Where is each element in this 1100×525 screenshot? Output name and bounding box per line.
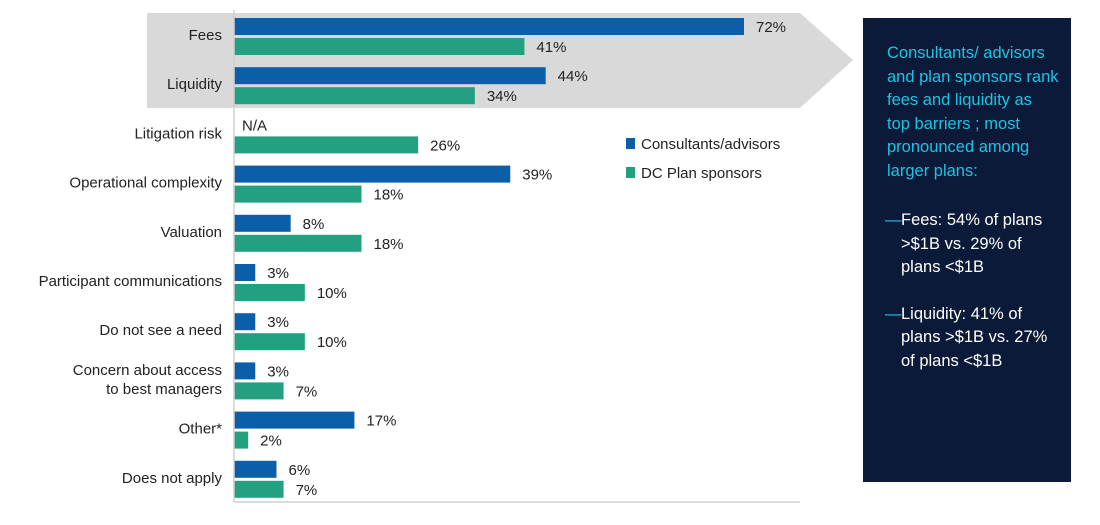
category-label: Do not see a need (99, 322, 222, 339)
bar-chart: Fees 72% 41% Liquidity 44% 34% Litigation risk… (39, 10, 853, 503)
dash-bullet-icon: — (885, 211, 902, 229)
legend-swatch-sponsors (626, 167, 635, 178)
value-label: 2% (260, 433, 282, 450)
value-label: 41% (536, 39, 566, 56)
value-label: N/A (242, 117, 267, 134)
bar-consultants (234, 18, 744, 35)
value-label: 10% (317, 334, 347, 351)
value-label: 6% (289, 462, 311, 479)
category-label: Fees (189, 27, 222, 44)
legend-label-consultants: Consultants/advisors (641, 136, 780, 153)
category-label: Concern about access (73, 362, 222, 379)
category-label: to best managers (106, 381, 222, 398)
value-label: 3% (267, 314, 289, 331)
value-label: 17% (366, 413, 396, 430)
bar-consultants (234, 460, 277, 478)
value-label: 72% (756, 19, 786, 36)
category-label: Operational complexity (69, 175, 222, 192)
value-label: 18% (374, 187, 404, 204)
category-label: Liquidity (167, 76, 223, 93)
bar-sponsors (234, 136, 419, 154)
category-label: Does not apply (122, 470, 223, 487)
panel-point-text: Fees: 54% of plans >$1B vs. 29% of plans… (901, 211, 1043, 276)
bar-sponsors (234, 38, 525, 55)
value-label: 34% (487, 88, 517, 105)
value-label: 18% (374, 236, 404, 253)
value-label: 39% (522, 167, 552, 184)
bar-sponsors (234, 333, 305, 351)
bar-consultants (234, 67, 546, 85)
category-label: Litigation risk (134, 125, 222, 142)
value-label: 8% (303, 216, 325, 233)
legend-label-sponsors: DC Plan sponsors (641, 165, 762, 182)
legend-swatch-consultants (626, 138, 635, 149)
category-label: Valuation (161, 224, 222, 241)
category-label: Other* (179, 421, 223, 438)
bar-consultants (234, 165, 511, 183)
bar-sponsors (234, 87, 475, 105)
dash-bullet-icon: — (885, 304, 902, 323)
bar-consultants (234, 411, 355, 429)
bar-consultants (234, 264, 256, 281)
panel-point-text: Liquidity: 41% of plans >$1B vs. 27% of … (901, 304, 1048, 370)
bar-sponsors (234, 185, 362, 203)
bar-sponsors (234, 431, 249, 449)
value-label: 7% (296, 482, 318, 499)
bar-consultants (234, 313, 256, 331)
value-label: 3% (267, 363, 289, 380)
panel-headline: Consultants/ advisors and plan sponsors … (887, 44, 1059, 180)
bar-sponsors (234, 284, 305, 301)
legend: Consultants/advisors DC Plan sponsors (626, 136, 780, 182)
value-label: 10% (317, 285, 347, 302)
bar-sponsors (234, 234, 362, 252)
panel-point-fees: — Fees: 54% of plans >$1B vs. 29% of pla… (885, 209, 1059, 280)
highlight-arrow (147, 13, 853, 108)
bar-consultants (234, 362, 256, 380)
value-label: 7% (296, 383, 318, 400)
category-label: Participant communications (39, 273, 222, 290)
value-label: 3% (267, 265, 289, 282)
bar-sponsors (234, 382, 284, 400)
insight-panel: Consultants/ advisors and plan sponsors … (863, 18, 1071, 482)
bar-sponsors (234, 480, 284, 498)
value-label: 26% (430, 137, 460, 154)
panel-point-liquidity: — Liquidity: 41% of plans >$1B vs. 27% o… (885, 303, 1059, 374)
value-label: 44% (558, 68, 588, 85)
bar-consultants (234, 214, 291, 232)
